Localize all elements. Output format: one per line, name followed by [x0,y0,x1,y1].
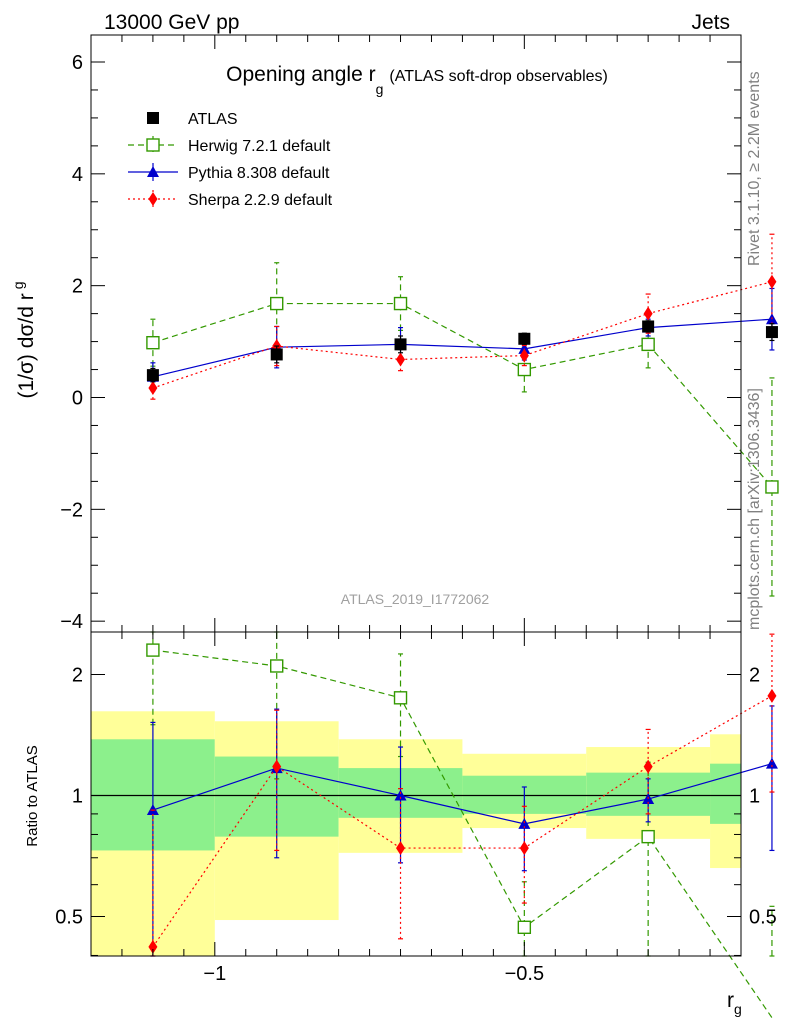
data-point-sherpa [396,841,406,856]
data-point-pythia [518,817,531,829]
series-herwig [146,631,775,1019]
series-pythia [146,705,778,957]
legend-marker-data [147,112,159,124]
ratio-y-tick-label-right: 1 [749,786,760,808]
y-tick-label: 6 [72,52,83,74]
legend-entry-pythia: Pythia 8.308 default [128,163,330,182]
ratio-y-axis-label: Ratio to ATLAS [24,745,41,846]
data-point-herwig [641,337,655,352]
series-line-sherpa [152,281,773,389]
data-point-data [765,326,778,339]
legend-label-sherpa: Sherpa 2.2.9 default [188,192,333,209]
data-point-herwig [270,659,284,673]
data-point-data [394,338,407,351]
legend-marker-sherpa [148,192,158,206]
data-point-data [146,369,159,382]
y-tick-label: 2 [72,276,83,298]
x-tick-label: −1 [203,963,226,985]
header-left-label: 13000 GeV pp [104,11,239,34]
mcplots-label: mcplots.cern.ch [arXiv:1306.3436] [746,388,763,630]
data-point-sherpa [519,348,529,363]
analysis-watermark: ATLAS_2019_I1772062 [341,591,490,607]
chart-title-subscript: g [376,81,384,97]
series-pythia [146,287,778,392]
ratio-frame [90,631,742,957]
data-point-pythia [765,757,778,769]
y-axis-label-main: (1/σ) dσ/d r [15,293,38,398]
x-axis-label-main: r [727,989,734,1012]
ratio-y-tick-label: 2 [72,665,83,687]
legend-marker-herwig [146,138,160,152]
data-point-sherpa [272,759,282,774]
legend: ATLAS Herwig 7.2.1 default Pythia 8.308 de… [128,111,333,209]
data-point-pythia [518,342,531,354]
x-tick-label: −0.5 [505,963,544,985]
main-panel: Opening angle rg(ATLAS soft-drop observa… [10,34,779,633]
data-point-pythia [394,789,407,801]
series-herwig [146,262,779,597]
data-point-sherpa [643,759,653,774]
ratio-y-tick-label-right: 2 [749,665,760,687]
ratio-panel: 0.5 0.5 1 1 2 2 −1 −0.5 Ratio to ATLAS rg [24,631,778,1019]
legend-entry-data: ATLAS [147,111,238,128]
data-point-data [270,348,283,361]
y-tick-label: −2 [60,499,83,521]
data-point-sherpa [148,939,158,954]
data-point-data [642,320,655,333]
data-point-herwig [146,643,160,657]
legend-label-data: ATLAS [188,111,238,128]
data-point-herwig [146,336,160,350]
y-axis-label: (1/σ) dσ/d r g [10,281,38,398]
data-point-sherpa [519,841,529,856]
series-sherpa [148,633,777,957]
series-data [146,320,778,383]
y-tick-label: 0 [72,388,83,410]
series-sherpa [148,233,777,400]
uncertainty-band-inner [710,763,741,824]
ratio-y-tick-label: 0.5 [55,907,83,929]
legend-entry-herwig: Herwig 7.2.1 default [128,136,331,155]
chart-title-note: (ATLAS soft-drop observables) [389,68,607,85]
series-line-herwig [152,302,773,488]
y-tick-label: −4 [60,611,83,633]
series-line-pythia [152,318,772,378]
data-point-sherpa [643,306,653,321]
data-point-herwig [517,362,532,377]
legend-marker-pythia [147,166,159,177]
data-point-herwig [517,920,532,935]
data-point-herwig [270,296,284,311]
data-point-herwig [765,480,779,494]
legend-entry-sherpa: Sherpa 2.2.9 default [128,190,333,209]
data-point-sherpa [767,274,777,289]
data-point-herwig [641,829,655,844]
legend-label-pythia: Pythia 8.308 default [188,165,330,182]
y-tick-label: 4 [72,164,83,186]
data-point-sherpa [148,380,158,395]
rivet-label: Rivet 3.1.10, ≥ 2.2M events [746,71,763,266]
ratio-y-tick-label-right: 0.5 [749,907,777,929]
chart-title-main: Opening angle r [226,63,375,86]
series-line-herwig [152,649,773,1019]
data-point-sherpa [767,688,777,703]
data-point-herwig [393,296,408,311]
ratio-y-tick-label: 1 [72,786,83,808]
data-point-sherpa [396,352,406,367]
y-axis-label-subscript: g [10,281,26,289]
x-axis-label: rg [727,989,742,1017]
x-axis-label-subscript: g [734,1001,742,1017]
series-line-pythia [152,763,773,825]
chart-title: Opening angle rg (ATLAS soft-drop observa… [226,63,608,97]
data-point-data [518,332,531,345]
data-point-herwig [393,691,408,705]
legend-label-herwig: Herwig 7.2.1 default [188,138,331,155]
header-right-label: Jets [691,11,730,34]
